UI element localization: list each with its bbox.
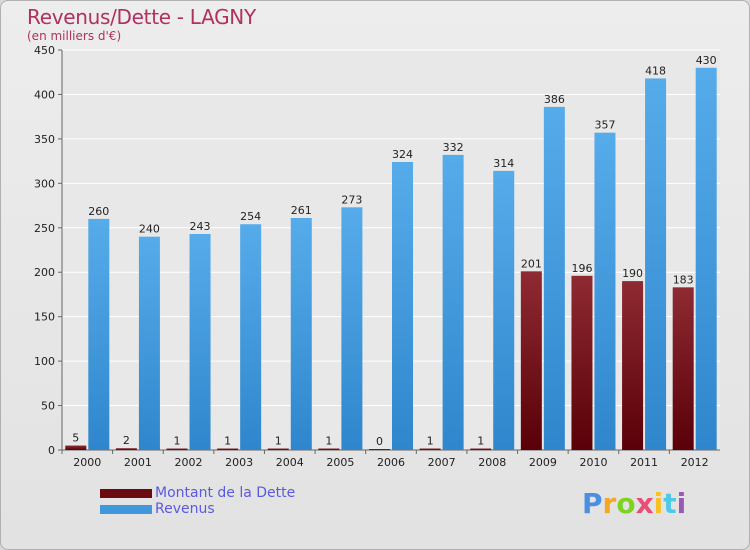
data-label-dette: 1 (477, 435, 484, 448)
bar-revenus (645, 78, 667, 450)
y-tick-label: 300 (34, 177, 55, 190)
y-tick-label: 450 (34, 44, 55, 57)
bar-dette (520, 271, 542, 450)
y-tick-label: 200 (34, 266, 55, 279)
data-label-revenus: 260 (88, 205, 109, 218)
logo-letter: t (663, 487, 677, 520)
chart-subtitle: (en milliers d'€) (27, 29, 122, 43)
grid-lines (62, 49, 720, 450)
x-tick-label: 2012 (681, 456, 709, 469)
data-label-dette: 2 (123, 434, 130, 447)
bar-dette (369, 449, 390, 450)
bar-revenus (88, 218, 110, 450)
data-label-revenus: 332 (443, 141, 464, 154)
x-tick-label: 2005 (326, 456, 354, 469)
bars (65, 67, 717, 451)
x-tick-label: 2002 (175, 456, 203, 469)
logo-letter: P (582, 487, 603, 520)
legend-label-dette: Montant de la Dette (155, 485, 296, 501)
y-tick-label: 0 (48, 444, 55, 457)
x-tick-label: 2000 (73, 456, 101, 469)
legend-swatch-dette (100, 489, 152, 498)
x-tick-label: 2009 (529, 456, 557, 469)
bar-dette (318, 448, 340, 450)
bar-revenus (290, 218, 312, 450)
y-tick-label: 150 (34, 311, 55, 324)
data-label-dette: 1 (325, 435, 332, 448)
data-label-revenus: 386 (544, 93, 565, 106)
logo-letter: i (653, 487, 664, 520)
data-label-dette: 0 (376, 435, 383, 448)
legend-label-revenus: Revenus (155, 501, 215, 517)
bar-dette (166, 448, 188, 450)
data-label-dette: 190 (622, 267, 643, 280)
plot-area (62, 50, 720, 450)
bar-dette (65, 445, 87, 450)
bar-dette (571, 275, 593, 450)
bar-dette (622, 281, 644, 450)
x-tick-label: 2004 (276, 456, 304, 469)
bar-dette (672, 287, 694, 450)
logo-letter: x (635, 487, 654, 520)
bar-revenus (543, 106, 565, 450)
data-label-dette: 183 (673, 273, 694, 286)
bar-revenus (695, 67, 717, 451)
data-label-dette: 1 (224, 435, 231, 448)
y-tick-label: 50 (41, 400, 55, 413)
x-tick-label: 2010 (579, 456, 607, 469)
y-tick-label: 350 (34, 133, 55, 146)
y-tick-label: 100 (34, 355, 55, 368)
bar-revenus (341, 207, 363, 450)
data-label-dette: 201 (521, 257, 542, 270)
bar-revenus (138, 236, 160, 450)
data-label-dette: 5 (72, 432, 79, 445)
logo-letter: r (602, 487, 617, 520)
data-label-revenus: 243 (190, 220, 211, 233)
data-label-revenus: 357 (594, 119, 615, 132)
chart-title: Revenus/Dette - LAGNY (27, 5, 256, 29)
x-tick-label: 2007 (428, 456, 456, 469)
bar-revenus (493, 170, 515, 450)
data-label-revenus: 430 (696, 54, 717, 67)
x-tick-label: 2011 (630, 456, 658, 469)
bar-revenus (240, 224, 262, 450)
data-label-dette: 1 (275, 435, 282, 448)
bar-dette (419, 448, 441, 450)
data-label-revenus: 240 (139, 223, 160, 236)
data-label-revenus: 254 (240, 210, 261, 223)
labels: 5 260 2 240 1 243 1 254 1 261 1 273 0 324 1 332 1 314 201 3… (72, 54, 716, 448)
bar-revenus (189, 234, 211, 450)
data-label-revenus: 324 (392, 148, 413, 161)
bar-dette (217, 448, 239, 450)
bar-revenus (442, 154, 464, 450)
bar-revenus (392, 162, 413, 450)
x-tick-label: 2008 (478, 456, 506, 469)
bar-revenus (594, 132, 616, 450)
data-label-dette: 1 (427, 435, 434, 448)
bar-dette (267, 448, 289, 450)
proxiti-logo: Proxiti (582, 487, 686, 520)
data-label-dette: 196 (571, 262, 592, 275)
x-tick-label: 2001 (124, 456, 152, 469)
x-tick-label: 2003 (225, 456, 253, 469)
data-label-revenus: 314 (493, 157, 514, 170)
data-label-revenus: 273 (341, 193, 362, 206)
logo-letter: o (616, 487, 636, 520)
legend-swatch-revenus (100, 505, 152, 514)
y-tick-label: 400 (34, 88, 55, 101)
bar-dette (115, 448, 137, 450)
data-label-dette: 1 (174, 435, 181, 448)
y-tick-label: 250 (34, 222, 55, 235)
x-tick-label: 2006 (377, 456, 405, 469)
logo-letter: i (676, 487, 687, 520)
data-label-revenus: 418 (645, 64, 666, 77)
data-label-revenus: 261 (291, 204, 312, 217)
bar-dette (470, 448, 492, 450)
